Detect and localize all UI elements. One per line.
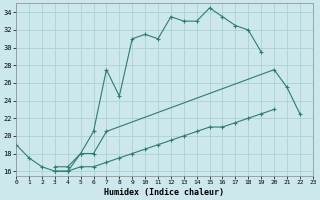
X-axis label: Humidex (Indice chaleur): Humidex (Indice chaleur): [104, 188, 224, 197]
